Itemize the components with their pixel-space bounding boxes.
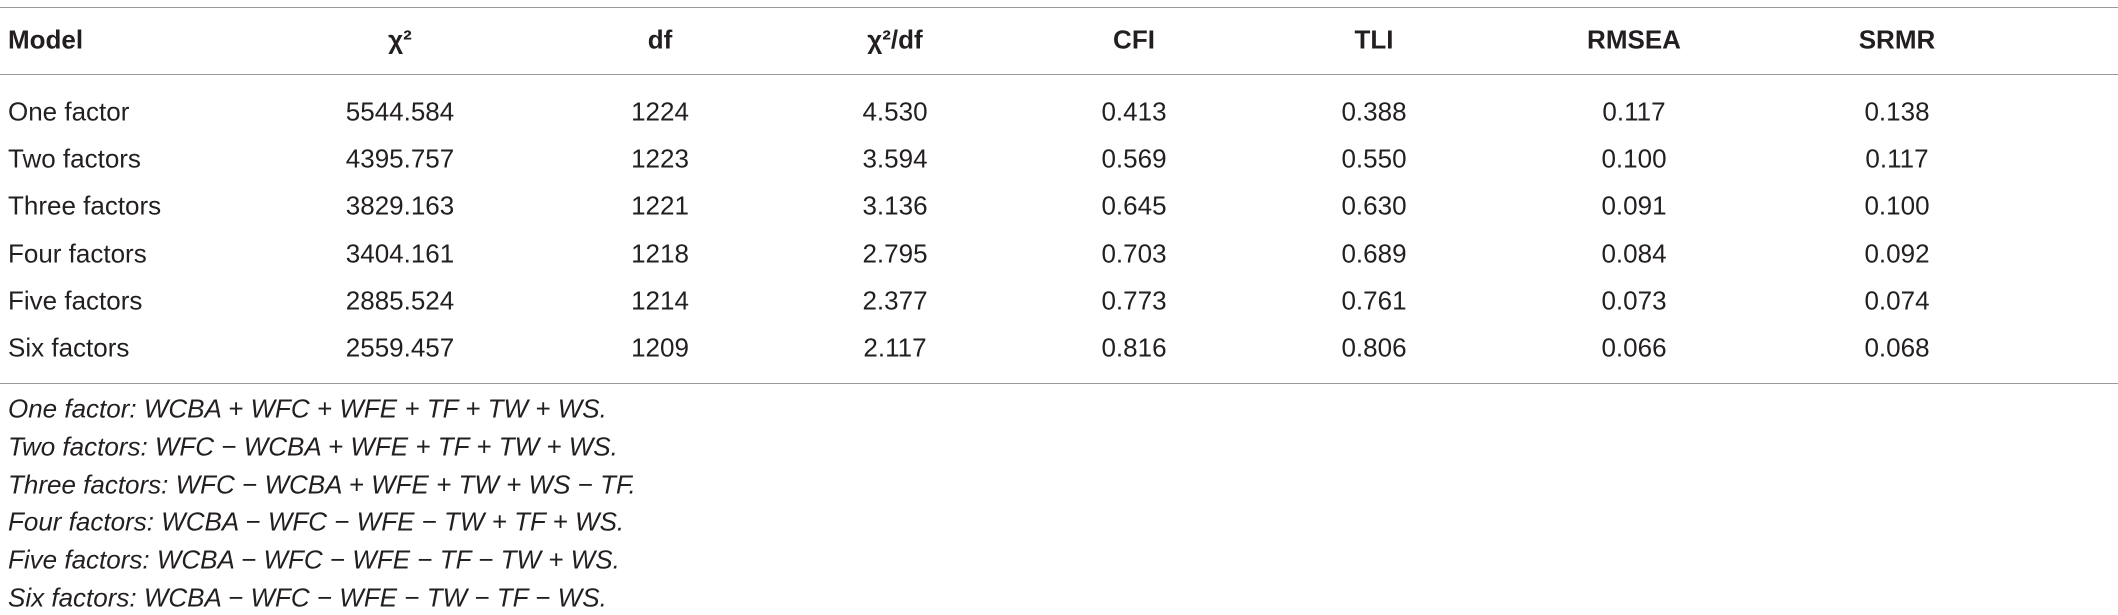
table-note: One factor: WCBA + WFC + WFE + TF + TW +… [8, 393, 607, 424]
cell-value: 1221 [631, 190, 689, 221]
cell-value: 3.594 [862, 143, 928, 174]
cell-value: 3829.163 [345, 190, 455, 221]
column-header: RMSEA [1587, 24, 1681, 55]
column-header: Model [8, 24, 84, 55]
cell-value: 0.117 [1602, 96, 1666, 127]
cell-value: 0.630 [1341, 190, 1407, 221]
row-label: Six factors [8, 332, 130, 363]
row-label: Two factors [8, 143, 141, 174]
cell-value: 3404.161 [345, 238, 455, 269]
cell-value: 0.074 [1864, 285, 1930, 316]
cell-value: 0.569 [1101, 143, 1167, 174]
table-note: Two factors: WFC − WCBA + WFE + TF + TW … [8, 431, 618, 462]
row-label: Five factors [8, 285, 143, 316]
column-header: SRMR [1858, 24, 1936, 55]
cell-value: 0.138 [1864, 96, 1930, 127]
cell-value: 4395.757 [345, 143, 455, 174]
cell-value: 0.092 [1864, 238, 1930, 269]
table-note: Four factors: WCBA − WFC − WFE − TW + TF… [8, 506, 625, 537]
cell-value: 0.816 [1101, 332, 1167, 363]
cell-value: 0.550 [1341, 143, 1407, 174]
cell-value: 0.073 [1601, 285, 1667, 316]
cell-value: 1218 [631, 238, 689, 269]
cell-value: 0.068 [1864, 332, 1930, 363]
top-rule [0, 7, 2118, 8]
cell-value: 0.084 [1601, 238, 1667, 269]
column-header: df [647, 24, 673, 55]
bottom-rule [0, 383, 2118, 384]
cell-value: 2559.457 [345, 332, 455, 363]
row-label: Three factors [8, 190, 162, 221]
cell-value: 2.377 [862, 285, 928, 316]
cell-value: 1209 [631, 332, 689, 363]
cell-value: 0.645 [1101, 190, 1167, 221]
table-note: Three factors: WFC − WCBA + WFE + TW + W… [8, 469, 636, 500]
cell-value: 1214 [631, 285, 689, 316]
table-note: Five factors: WCBA − WFC − WFE − TF − TW… [8, 544, 620, 575]
cell-value: 0.100 [1864, 190, 1930, 221]
cell-value: 2.795 [862, 238, 928, 269]
column-header: χ²/df [867, 24, 923, 55]
column-header: χ² [388, 24, 412, 55]
cell-value: 0.117 [1865, 143, 1929, 174]
column-header: TLI [1354, 24, 1394, 55]
cell-value: 0.806 [1341, 332, 1407, 363]
header-rule [0, 74, 2118, 75]
cell-value: 0.773 [1101, 285, 1167, 316]
row-label: Four factors [8, 238, 147, 269]
row-label: One factor [8, 96, 130, 127]
cell-value: 0.091 [1601, 190, 1667, 221]
cell-value: 0.388 [1341, 96, 1407, 127]
cell-value: 0.066 [1601, 332, 1667, 363]
cell-value: 1223 [631, 143, 689, 174]
cell-value: 1224 [631, 96, 689, 127]
table-note: Six factors: WCBA − WFC − WFE − TW − TF … [8, 582, 607, 613]
cell-value: 2885.524 [345, 285, 455, 316]
cell-value: 0.689 [1341, 238, 1407, 269]
cell-value: 2.117 [863, 332, 927, 363]
cell-value: 0.413 [1101, 96, 1167, 127]
cell-value: 0.703 [1101, 238, 1167, 269]
cell-value: 5544.584 [345, 96, 455, 127]
cell-value: 0.761 [1341, 285, 1407, 316]
cell-value: 0.100 [1601, 143, 1667, 174]
cell-value: 4.530 [862, 96, 928, 127]
column-header: CFI [1113, 24, 1155, 55]
cell-value: 3.136 [862, 190, 928, 221]
